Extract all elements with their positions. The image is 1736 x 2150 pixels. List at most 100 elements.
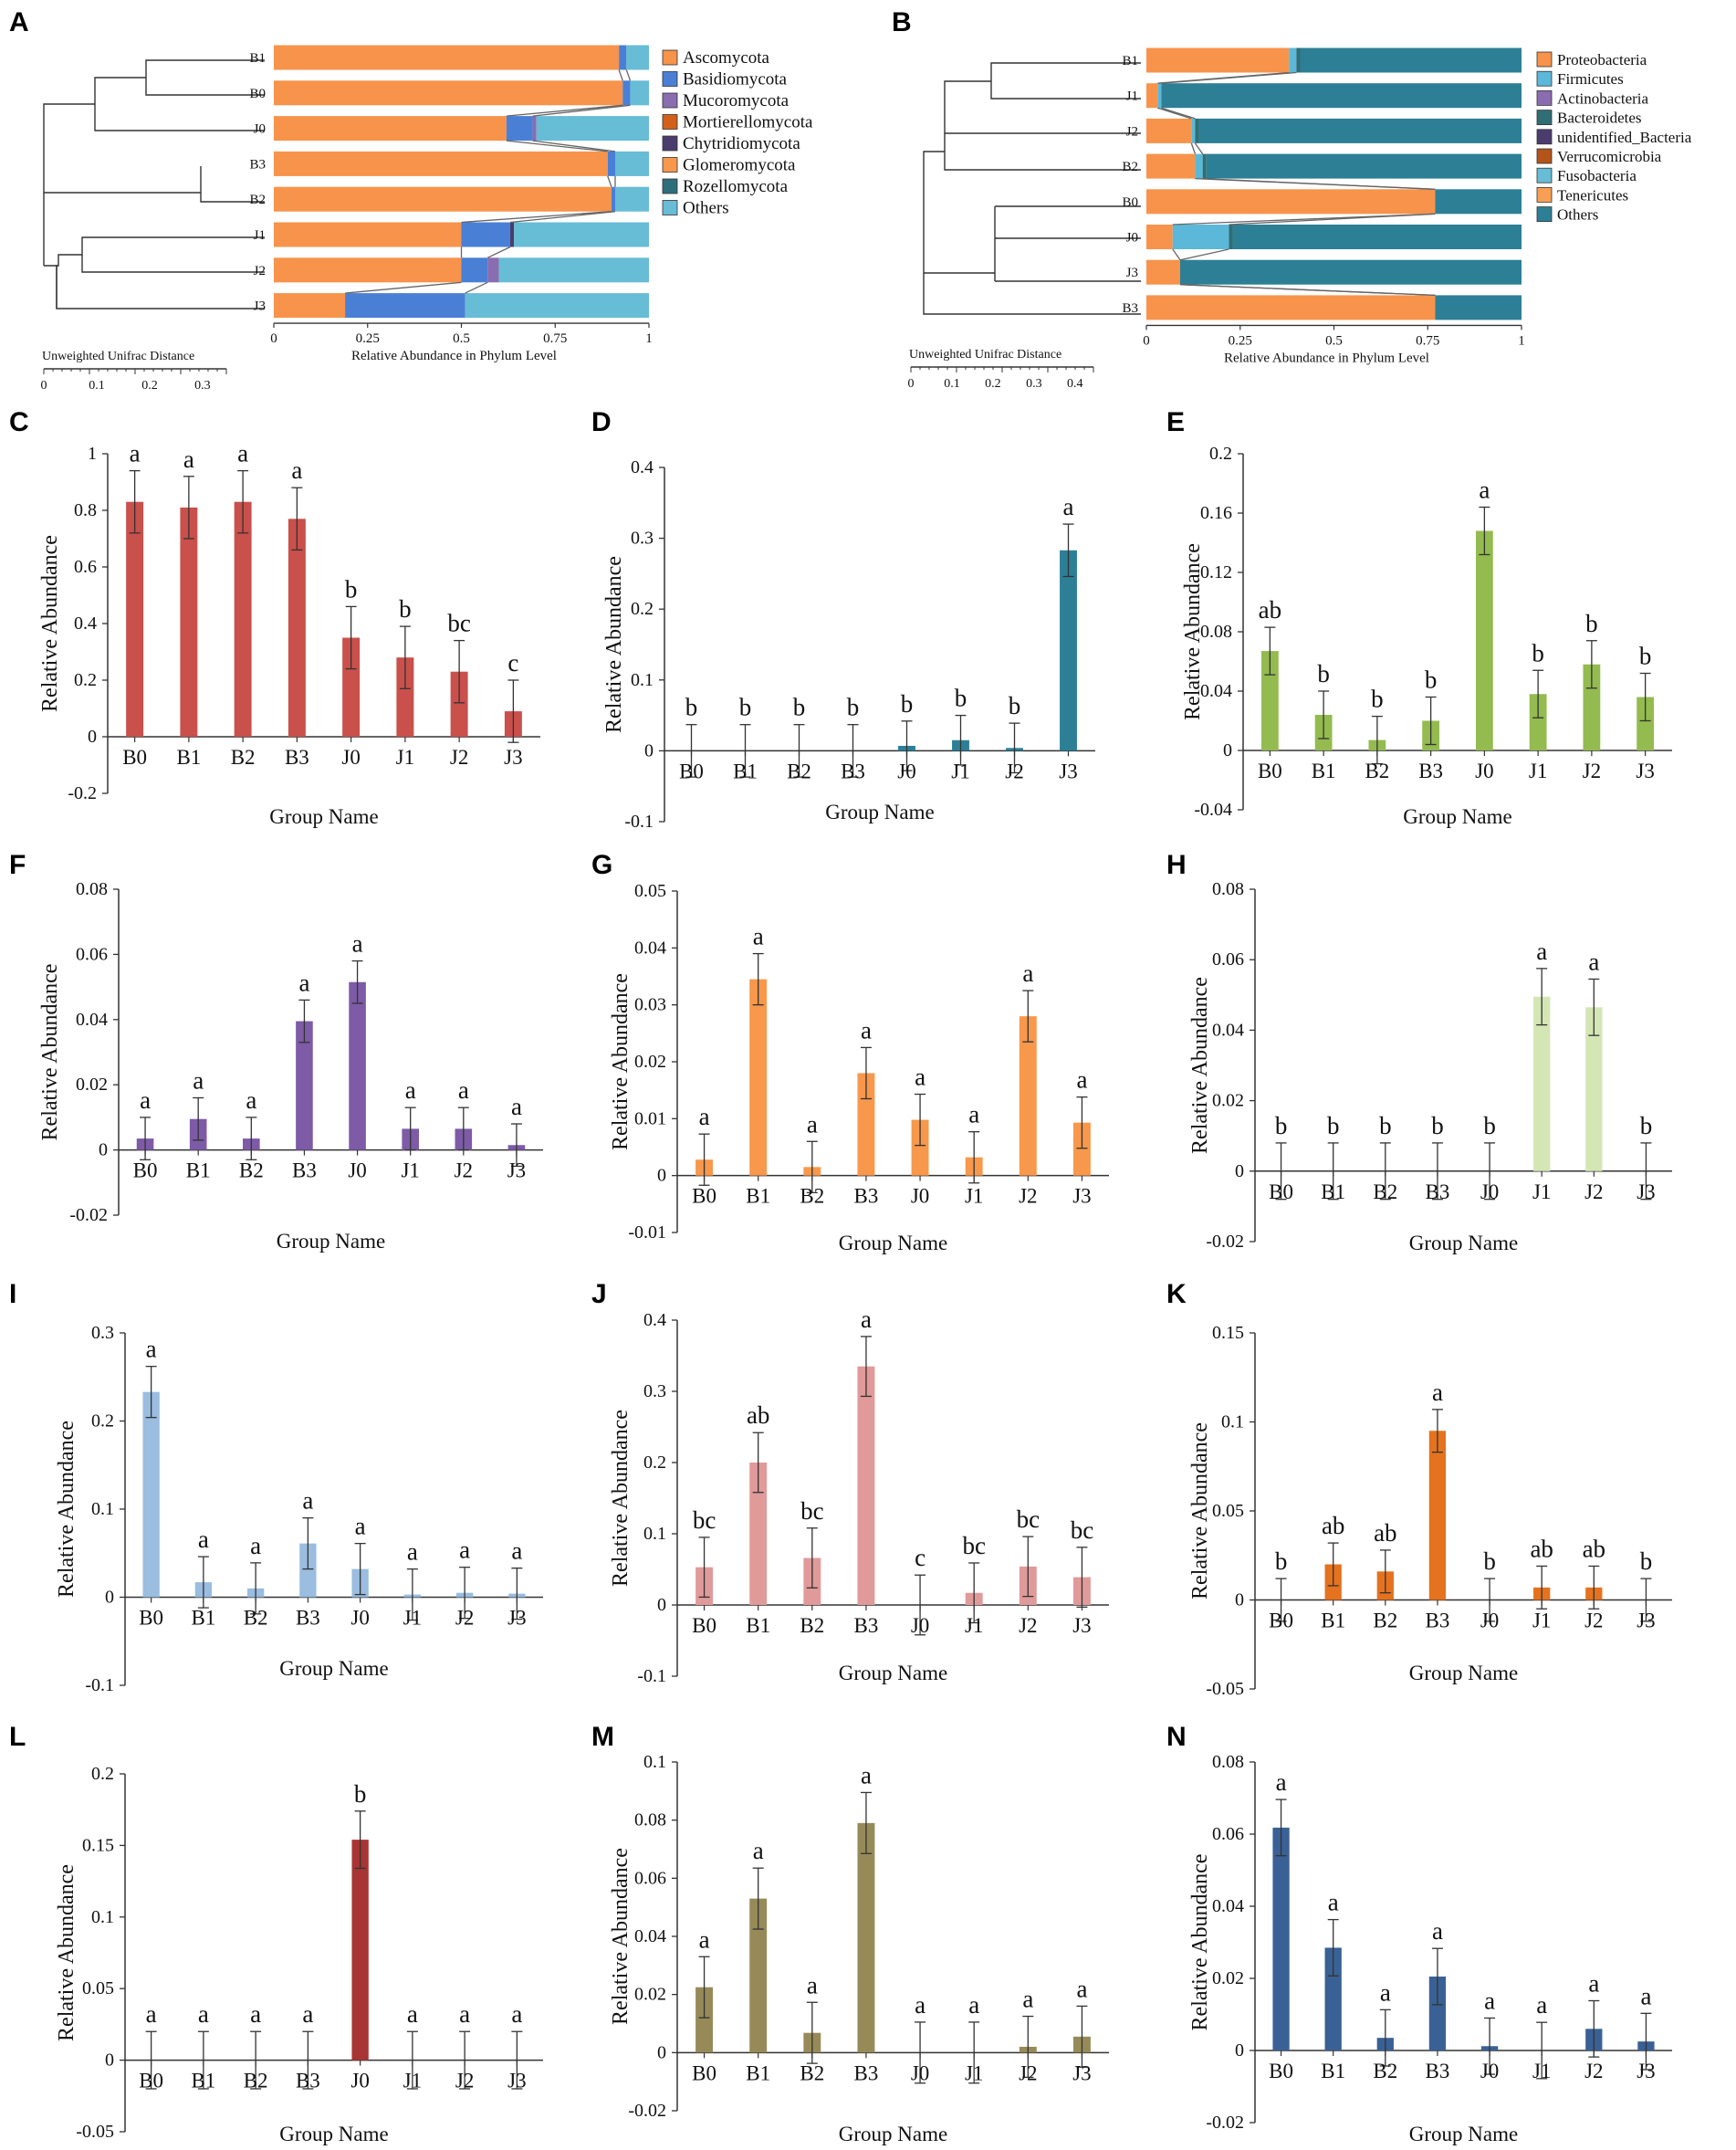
dendrogram-branch xyxy=(43,103,201,194)
x-tick-label: J0 xyxy=(348,1159,366,1182)
bar-segment xyxy=(1146,189,1436,215)
bar-segment xyxy=(1300,47,1522,73)
bar-segment xyxy=(630,80,649,106)
bar xyxy=(1272,1827,1290,2050)
x-axis-title: Group Name xyxy=(1403,805,1511,828)
panel-l: L -0.05 0 0.05 0.1 0.15 0.2 Relative Abundance G… xyxy=(9,1722,543,2145)
bar xyxy=(749,1463,768,1605)
bar-segment xyxy=(509,222,515,247)
significance-letter: a xyxy=(458,1076,469,1104)
bars: ab B0 b B1 b B2 b B3 a J0 b J1 b J2 b J3 xyxy=(1258,477,1655,783)
bar-segment xyxy=(1146,295,1436,320)
legend-label: Glomeromycota xyxy=(683,156,796,175)
scale-tick-label: 0 xyxy=(908,377,915,391)
legend-swatch xyxy=(662,92,678,109)
panel-label-m: M xyxy=(591,1722,614,1752)
x-tick-label: J1 xyxy=(951,760,969,782)
bar-segment xyxy=(626,45,649,70)
bar-segment xyxy=(1146,83,1158,109)
panel-n: N -0.02 0 0.02 0.04 0.06 0.08 Relative Abundanc… xyxy=(1166,1722,1672,2145)
legend-swatch xyxy=(1536,206,1553,223)
significance-letter: a xyxy=(130,440,141,467)
y-tick-label: 0 xyxy=(1235,1590,1244,1610)
x-tick-label: B2 xyxy=(244,2070,268,2092)
significance-letter: ab xyxy=(1583,1535,1605,1562)
y-axis-title: Relative Abundance xyxy=(1188,977,1212,1154)
y-tick-label: 0.15 xyxy=(1212,1323,1244,1343)
x-axis-title: Group Name xyxy=(279,1657,388,1680)
significance-letter: a xyxy=(193,1066,204,1094)
y-tick-label: 0.08 xyxy=(1200,622,1232,642)
x-tick-label: J0 xyxy=(341,746,360,769)
significance-letter: a xyxy=(1432,1917,1443,1945)
x-tick-label: B2 xyxy=(1373,1610,1397,1632)
x-tick-label: J1 xyxy=(965,2061,983,2084)
significance-letter: a xyxy=(407,2000,418,2028)
significance-letter: a xyxy=(1063,493,1074,520)
panel-b: B Unweighted Unifrac Distance 0 0.1 0.2 0.3 0.… xyxy=(892,7,1692,391)
bar xyxy=(396,657,414,737)
y-tick-label: 0.4 xyxy=(631,457,654,477)
x-tick-label: J2 xyxy=(1583,760,1601,782)
significance-letter: b xyxy=(847,694,860,721)
x-tick-label: B2 xyxy=(787,760,811,782)
y-axis-title: Relative Abundance xyxy=(55,1864,78,2041)
bar-segment xyxy=(615,186,649,212)
y-tick-label: 0 xyxy=(99,1140,108,1160)
legend-label: unidentified_Bacteria xyxy=(1557,129,1692,146)
legend-label: Ascomycota xyxy=(683,48,770,68)
x-axis-title: Group Name xyxy=(839,1232,947,1254)
y-tick-label: -0.1 xyxy=(637,1666,666,1686)
connector-line xyxy=(506,104,623,117)
sample-label: B2 xyxy=(1122,160,1138,174)
bar xyxy=(1060,550,1077,751)
x-tick-label: J3 xyxy=(1072,2061,1091,2084)
legend-swatch xyxy=(662,157,678,173)
scale-tick-label: 0.3 xyxy=(1026,377,1042,391)
significance-letter: b xyxy=(1425,666,1438,694)
significance-letter: a xyxy=(183,446,194,473)
bar xyxy=(857,1366,875,1605)
bar-segment xyxy=(274,80,623,106)
x-axis-title: Group Name xyxy=(1409,1232,1518,1254)
significance-letter: bc xyxy=(693,1506,716,1534)
panel-label-e: E xyxy=(1166,407,1185,437)
bars: a B0 a B1 a B2 a B3 a J0 a J1 a J2 a J3 xyxy=(139,1336,526,1630)
bar xyxy=(342,637,361,737)
legend-swatch xyxy=(1536,51,1553,68)
significance-letter: b xyxy=(1585,610,1598,637)
x-tick-label: J1 xyxy=(965,1185,983,1208)
y-tick-label: 0.2 xyxy=(643,1453,666,1473)
bar-segment xyxy=(1161,83,1522,109)
x-tick-label: B1 xyxy=(191,1607,215,1630)
significance-letter: a xyxy=(140,1086,151,1114)
significance-letter: a xyxy=(302,2000,313,2028)
significance-letter: a xyxy=(1022,960,1033,987)
significance-letter: bc xyxy=(1071,1516,1094,1544)
scale-tick-label: 0.2 xyxy=(141,379,158,393)
x-tick-label: B3 xyxy=(854,1185,879,1208)
dendrogram-branch xyxy=(200,166,265,203)
significance-letter: ab xyxy=(747,1401,769,1429)
significance-letter: a xyxy=(968,1101,979,1128)
panel-label-a: A xyxy=(9,7,29,37)
x-tick-label: B0 xyxy=(1269,2060,1293,2082)
bar-segment xyxy=(274,222,462,247)
x-tick-label: B3 xyxy=(285,746,309,769)
significance-letter: bc xyxy=(800,1497,824,1525)
significance-letter: a xyxy=(198,2000,209,2028)
legend-label: Mucoromycota xyxy=(683,91,790,110)
y-axis-title: Relative Abundance xyxy=(609,973,633,1150)
bar-segment xyxy=(536,116,649,142)
significance-letter: a xyxy=(1588,1969,1599,1997)
y-axis: -0.05 0 0.05 0.1 0.15 0.2 Relative Abundance xyxy=(55,1764,126,2142)
x-tick-label: J1 xyxy=(1529,760,1547,782)
y-axis: -0.2 0 0.2 0.4 0.6 0.8 1 Relative Abundance xyxy=(38,444,109,803)
y-tick-label: 0.06 xyxy=(1212,949,1244,970)
significance-letter: a xyxy=(407,1538,418,1566)
bars: b B0 ab B1 ab B2 a B3 b J0 ab J1 ab J2 b J3 xyxy=(1269,1379,1656,1632)
significance-letter: a xyxy=(1479,477,1490,504)
x-tick-label: B2 xyxy=(239,1159,264,1182)
bars: a B0 a B1 a B2 a B3 a J0 a J1 a J2 a J3 xyxy=(133,930,527,1182)
